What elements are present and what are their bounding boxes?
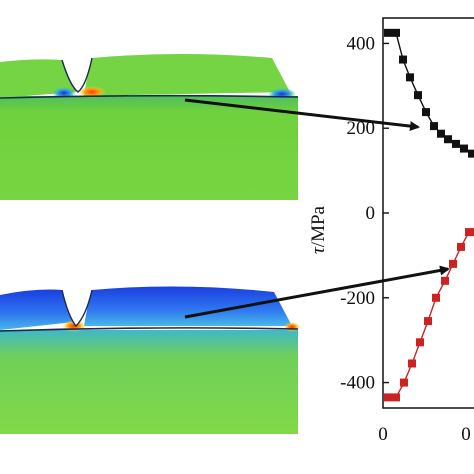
data-point [449, 259, 457, 268]
data-point [399, 55, 407, 64]
data-point [384, 393, 392, 402]
bottom-arrow [184, 265, 450, 319]
data-point [457, 242, 465, 251]
y-tick-label: -200 [340, 288, 375, 309]
top-arrow [184, 98, 420, 132]
bottom-simulation-panel [0, 286, 300, 434]
top-interface-line [0, 94, 299, 99]
data-point [452, 139, 460, 148]
data-point [465, 228, 473, 237]
data-point [392, 393, 400, 402]
data-point [441, 276, 449, 285]
data-point [432, 293, 440, 302]
top-notch [61, 57, 93, 93]
series-layer [384, 28, 474, 402]
bottom-coating-right [84, 286, 292, 326]
data-point [416, 338, 424, 347]
bottom-notch [61, 289, 93, 328]
data-point [422, 108, 430, 117]
top-coating-right [84, 54, 290, 96]
x-tick-label: 0 [461, 424, 471, 445]
y-tick-label: 400 [347, 33, 376, 54]
data-point [384, 28, 392, 37]
data-point [414, 91, 422, 100]
series-line-0 [388, 32, 474, 156]
data-point [430, 122, 438, 131]
data-point [392, 28, 400, 37]
y-tick-label: -400 [340, 373, 375, 394]
y-tick-label: 0 [366, 203, 376, 224]
bottom-hot-spot-right [284, 322, 300, 332]
y-tick-label: 200 [347, 118, 376, 139]
bottom-interface-line [0, 327, 299, 332]
top-hot-spot [78, 86, 106, 98]
top-substrate [0, 96, 298, 200]
data-point [424, 317, 432, 326]
data-point [406, 73, 414, 82]
y-axis-title: τ/MPa [308, 205, 329, 254]
data-point [460, 144, 468, 153]
bottom-substrate [0, 330, 298, 434]
y-axis-title-symbol: τ [308, 246, 329, 254]
plot-frame [382, 17, 474, 409]
top-simulation-panel [0, 54, 299, 200]
top-cold-spot-right [268, 88, 296, 100]
data-point [444, 135, 452, 144]
data-point [468, 149, 474, 158]
bottom-coating-left [0, 289, 74, 330]
series-line-1 [388, 231, 474, 399]
data-point [408, 359, 416, 368]
y-axis-title-unit: /MPa [308, 205, 329, 247]
x-tick-label: 0 [378, 424, 388, 445]
data-point [400, 378, 408, 387]
y-ticks: 400 200 0 -200 -400 [340, 33, 389, 394]
data-point [437, 129, 445, 138]
